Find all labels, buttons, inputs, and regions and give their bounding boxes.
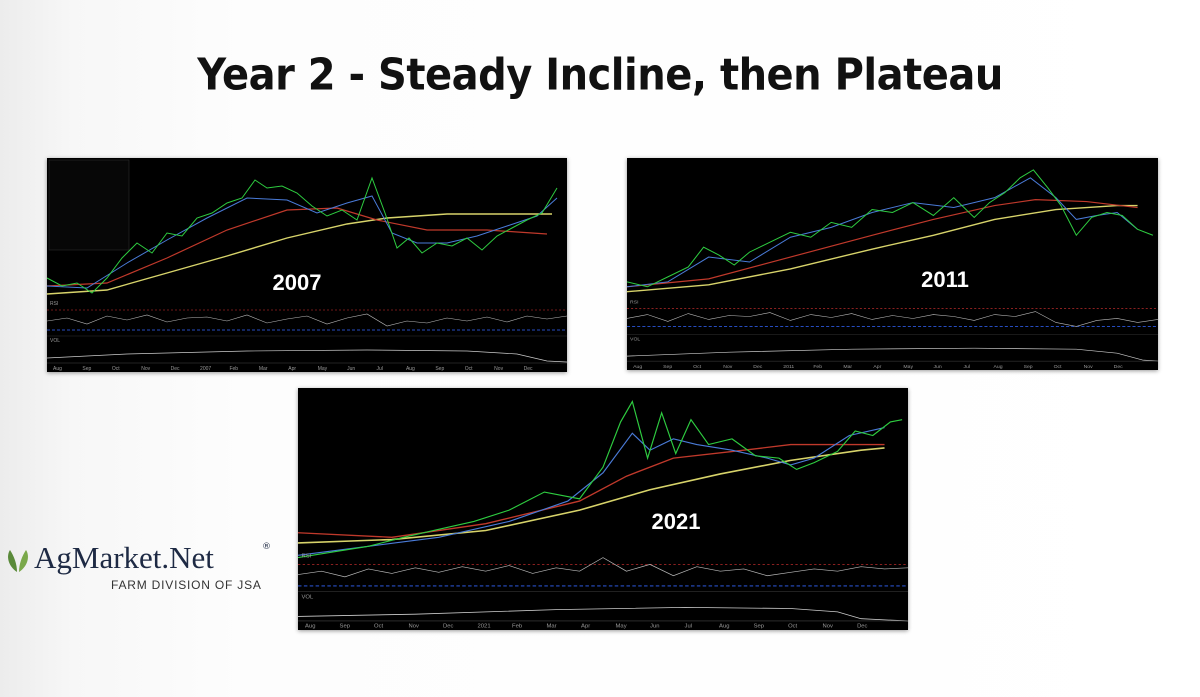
month-label: Mar: [259, 366, 268, 372]
price-line: [47, 176, 558, 294]
month-label: Sep: [663, 364, 672, 370]
month-label: Aug: [305, 624, 315, 630]
month-label: Dec: [753, 364, 763, 370]
year-label: 2007: [272, 270, 322, 295]
logo-name: AgMarket.Net: [34, 540, 214, 575]
ma-line: [47, 213, 552, 295]
month-label: Nov: [1084, 364, 1094, 370]
month-label: Mar: [843, 364, 852, 370]
month-label: May: [616, 624, 627, 630]
month-label: Sep: [1024, 364, 1033, 370]
month-label: Dec: [524, 366, 533, 372]
month-axis: Aug Sep Oct Nov Dec 2011 Feb Mar Apr May Jun Jul Aug…: [633, 364, 1123, 370]
volume-line: [47, 349, 567, 363]
month-label: Dec: [443, 624, 454, 630]
logo-tagline: FARM DIVISION OF JSA: [111, 578, 262, 592]
rsi-line: [627, 311, 1158, 327]
month-label: Dec: [1114, 364, 1124, 370]
month-label: Apr: [581, 624, 590, 630]
month-label: Oct: [465, 366, 473, 372]
vol-label: VOL: [302, 594, 314, 600]
month-label: Oct: [788, 624, 798, 630]
month-label: Aug: [53, 366, 62, 372]
month-axis: Aug Sep Oct Nov Dec 2007 Feb Mar Apr May Jun Jul Aug…: [53, 366, 533, 372]
chart-screenshot: RSI VOL Aug Sep Oct Nov Dec 2011 Feb Mar Apr May J…: [627, 158, 1158, 370]
background: [47, 158, 567, 372]
background: [298, 388, 908, 630]
month-label: Feb: [229, 366, 238, 372]
vol-label: VOL: [630, 336, 640, 342]
month-label: May: [903, 364, 913, 370]
rsi-line: [298, 557, 908, 578]
month-label: Nov: [409, 624, 420, 630]
month-label: Sep: [82, 366, 91, 372]
slide-title: Year 2 - Steady Incline, then Plateau: [197, 49, 1003, 101]
ma-line: [298, 427, 885, 556]
month-label: Feb: [813, 364, 822, 370]
month-label: Aug: [994, 364, 1003, 370]
month-label: Apr: [873, 364, 881, 370]
month-label: Mar: [547, 624, 557, 630]
month-label: 2021: [478, 624, 491, 630]
ma-line: [627, 204, 1138, 293]
chart-image: RSI VOL Aug Sep Oct Nov Dec 2007 Feb Mar Apr May J…: [47, 158, 567, 372]
month-label: Jul: [377, 366, 383, 372]
ma-line: [298, 447, 885, 544]
price-line: [298, 400, 903, 559]
ma-line: [47, 195, 558, 289]
month-label: Jun: [650, 624, 659, 630]
chart-screenshot: RSI VOL Aug Sep Oct Nov Dec 2021 Feb Mar Apr May J…: [298, 388, 908, 630]
month-label: Dec: [171, 366, 180, 372]
month-label: Nov: [494, 366, 503, 372]
month-label: Aug: [633, 364, 642, 370]
month-label: Jul: [685, 624, 692, 630]
vol-label: VOL: [50, 338, 60, 344]
rsi-label: RSI: [630, 300, 639, 306]
month-label: Oct: [693, 364, 702, 370]
rsi-label: RSI: [50, 301, 58, 307]
year-label: 2021: [651, 509, 701, 534]
month-label: Jun: [933, 364, 941, 370]
month-label: Aug: [719, 624, 729, 630]
info-box: [48, 159, 130, 251]
year-label: 2011: [921, 267, 969, 292]
background: [627, 158, 1158, 370]
month-label: Apr: [288, 366, 296, 372]
month-label: 2007: [200, 366, 211, 372]
month-label: Sep: [340, 624, 350, 630]
month-label: Sep: [754, 624, 764, 630]
chart-screenshot: RSI VOL Aug Sep Oct Nov Dec 2007 Feb Mar Apr May J…: [47, 158, 567, 372]
month-label: Nov: [823, 624, 834, 630]
month-label: Aug: [406, 366, 415, 372]
chart-image: RSI VOL Aug Sep Oct Nov Dec 2011 Feb Mar Apr May J…: [627, 158, 1158, 370]
volume-line: [627, 347, 1158, 362]
rsi-line: [47, 313, 567, 327]
month-label: Jul: [964, 364, 971, 370]
month-label: Oct: [1054, 364, 1063, 370]
month-label: Sep: [435, 366, 444, 372]
logo-icon: [8, 550, 28, 572]
month-axis: Aug Sep Oct Nov Dec 2021 Feb Mar Apr May Jun Jul Aug…: [305, 624, 868, 630]
month-label: Oct: [112, 366, 120, 372]
month-label: May: [318, 366, 328, 372]
volume-line: [298, 606, 908, 622]
chart-image: RSI VOL Aug Sep Oct Nov Dec 2021 Feb Mar Apr May J…: [298, 388, 908, 630]
month-label: Jun: [347, 366, 355, 372]
month-label: Feb: [512, 624, 522, 630]
month-label: Dec: [857, 624, 868, 630]
logo-mark: ®: [262, 542, 271, 552]
month-label: Nov: [141, 366, 150, 372]
ma-line: [47, 207, 548, 287]
rsi-label: RSI: [302, 554, 312, 560]
ma-line: [627, 177, 1138, 288]
ma-line: [627, 199, 1138, 288]
month-label: Nov: [723, 364, 733, 370]
price-line: [627, 169, 1154, 288]
month-label: 2011: [783, 364, 794, 370]
ma-line: [298, 443, 885, 538]
month-label: Oct: [374, 624, 384, 630]
